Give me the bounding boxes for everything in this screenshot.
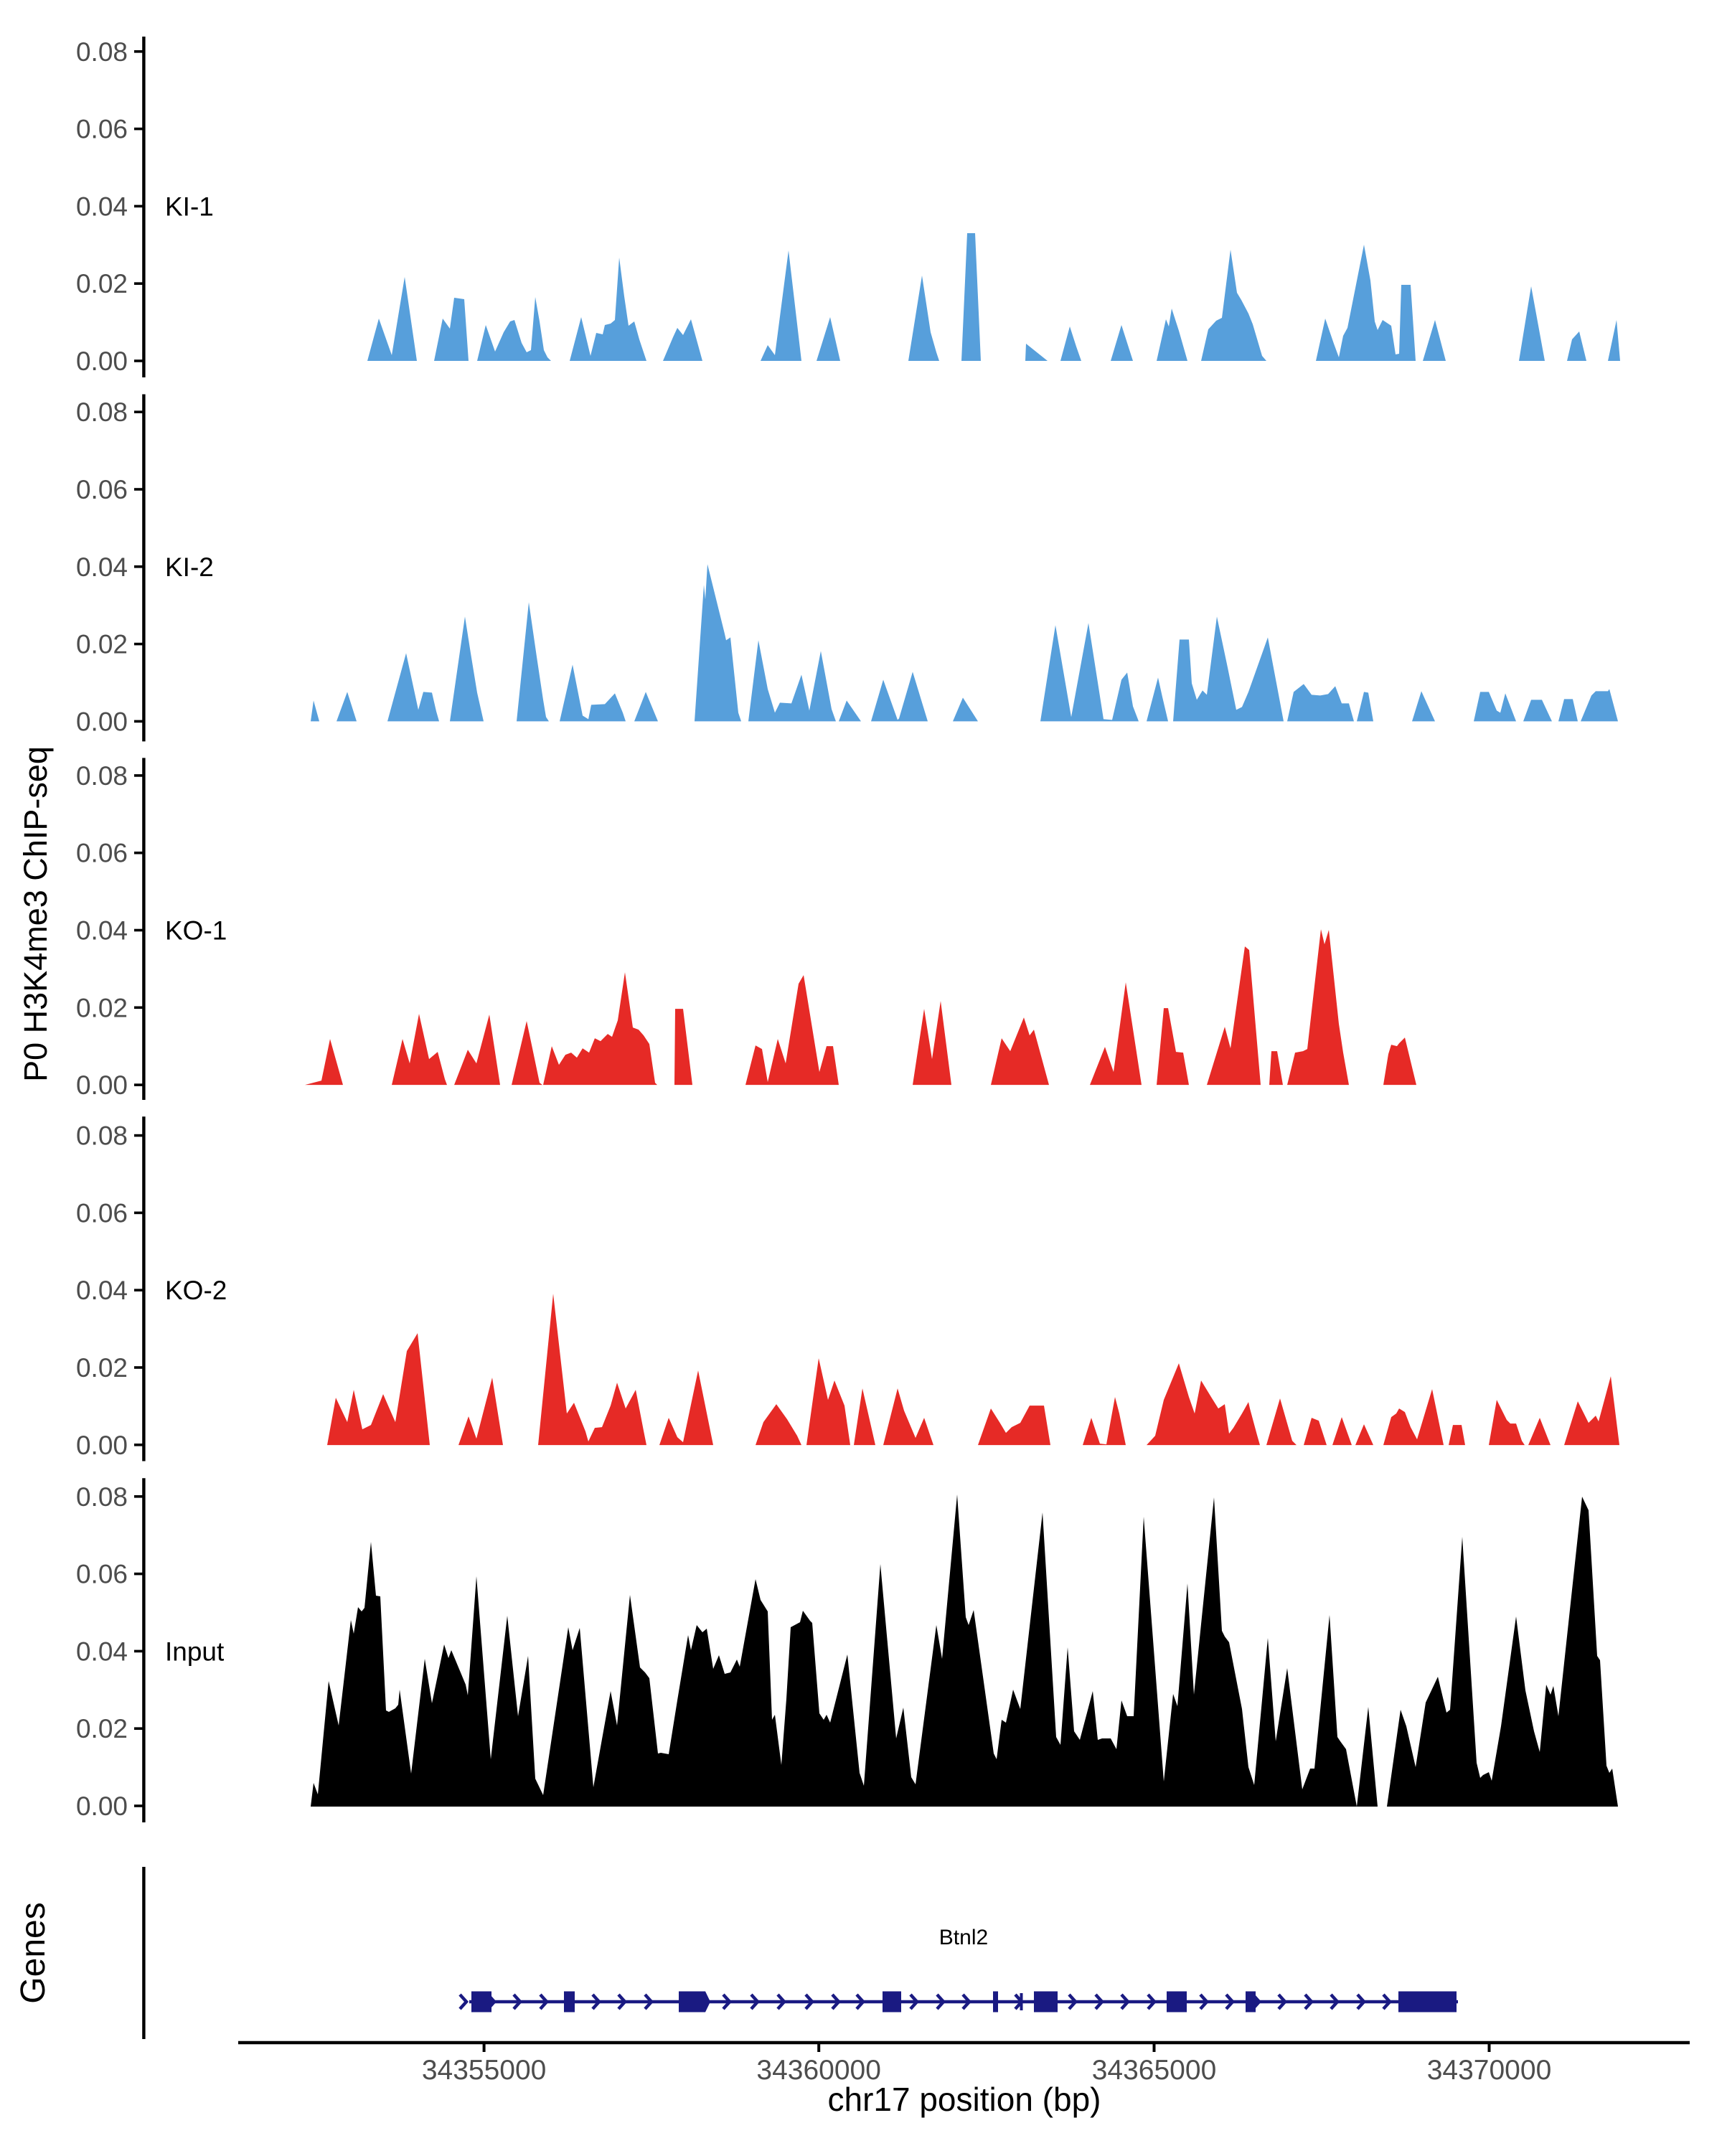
svg-text:Btnl2: Btnl2 (939, 1926, 988, 1949)
svg-text:0.08: 0.08 (76, 37, 128, 67)
svg-text:34360000: 34360000 (756, 2055, 881, 2086)
svg-text:0.02: 0.02 (76, 1714, 128, 1743)
svg-text:0.00: 0.00 (76, 1070, 128, 1100)
svg-text:34355000: 34355000 (422, 2055, 547, 2086)
svg-text:0.04: 0.04 (76, 192, 128, 221)
svg-text:chr17 position (bp): chr17 position (bp) (828, 2081, 1101, 2118)
svg-text:0.00: 0.00 (76, 347, 128, 376)
svg-text:0.06: 0.06 (76, 1560, 128, 1589)
svg-text:Input: Input (165, 1637, 225, 1666)
svg-text:KI-1: KI-1 (165, 192, 214, 221)
svg-text:KI-2: KI-2 (165, 552, 214, 582)
svg-text:0.00: 0.00 (76, 707, 128, 736)
svg-text:0.08: 0.08 (76, 1482, 128, 1512)
svg-text:0.08: 0.08 (76, 761, 128, 791)
svg-text:0.08: 0.08 (76, 1121, 128, 1151)
svg-text:0.02: 0.02 (76, 269, 128, 298)
svg-text:0.04: 0.04 (76, 1276, 128, 1305)
svg-text:0.00: 0.00 (76, 1792, 128, 1821)
svg-text:0.06: 0.06 (76, 115, 128, 144)
svg-text:34370000: 34370000 (1427, 2055, 1552, 2086)
svg-text:0.02: 0.02 (76, 993, 128, 1022)
svg-text:0.08: 0.08 (76, 397, 128, 427)
svg-text:0.06: 0.06 (76, 475, 128, 504)
svg-text:0.06: 0.06 (76, 1198, 128, 1228)
svg-text:KO-1: KO-1 (165, 916, 227, 946)
svg-text:Genes: Genes (14, 1902, 52, 2003)
svg-text:KO-2: KO-2 (165, 1276, 227, 1305)
svg-text:0.02: 0.02 (76, 630, 128, 659)
svg-text:0.00: 0.00 (76, 1431, 128, 1460)
svg-text:34365000: 34365000 (1092, 2055, 1217, 2086)
svg-text:0.04: 0.04 (76, 1637, 128, 1666)
svg-text:0.04: 0.04 (76, 552, 128, 582)
svg-text:0.02: 0.02 (76, 1353, 128, 1383)
svg-text:0.04: 0.04 (76, 916, 128, 946)
svg-text:0.06: 0.06 (76, 839, 128, 868)
svg-text:P0 H3K4me3 ChIP-seq: P0 H3K4me3 ChIP-seq (17, 746, 54, 1082)
